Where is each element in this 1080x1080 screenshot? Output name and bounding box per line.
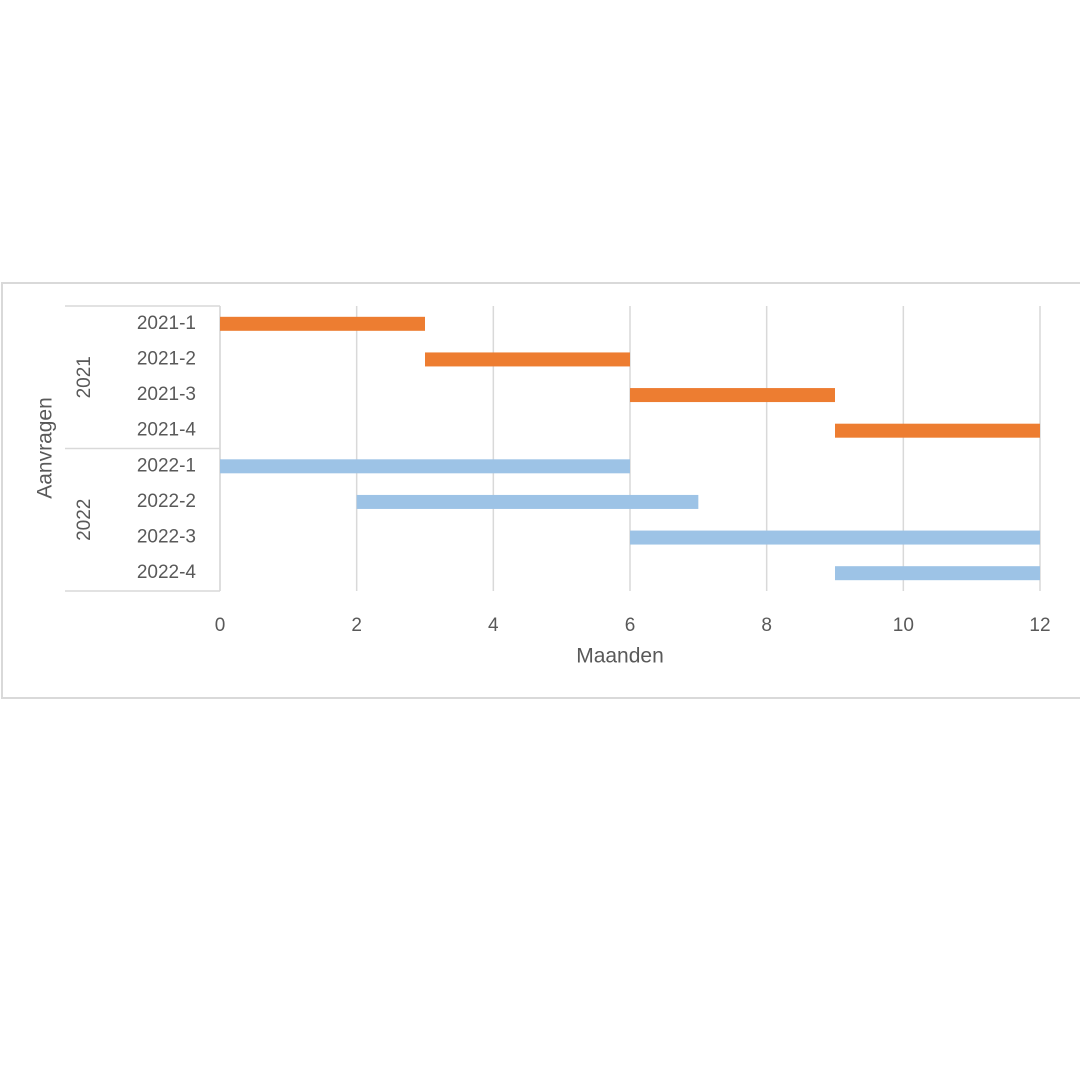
y-tick-label: 2021-2 xyxy=(137,348,196,369)
y-tick-label: 2022-2 xyxy=(137,491,196,512)
bar xyxy=(356,494,699,509)
x-tick-label: 12 xyxy=(1029,615,1050,636)
y-axis-title: Aanvragen xyxy=(34,397,57,499)
y-tick-label: 2021-1 xyxy=(137,313,196,334)
bar xyxy=(835,423,1040,438)
bar xyxy=(630,530,1040,545)
chart-frame xyxy=(1,282,1080,699)
x-tick-label: 10 xyxy=(893,615,914,636)
y-tick-label: 2021-4 xyxy=(137,420,197,441)
x-tick-label: 6 xyxy=(625,615,636,636)
group-label: 2022 xyxy=(74,499,95,541)
bar xyxy=(630,388,835,403)
bar xyxy=(425,352,630,367)
x-tick-label: 4 xyxy=(488,615,499,636)
x-tick-label: 8 xyxy=(761,615,772,636)
x-axis-title: Maanden xyxy=(576,645,664,668)
y-tick-label: 2022-1 xyxy=(137,455,196,476)
bar xyxy=(220,316,425,331)
bar xyxy=(220,459,630,474)
y-tick-label: 2022-3 xyxy=(137,527,196,548)
bar xyxy=(835,566,1040,581)
x-tick-label: 2 xyxy=(351,615,362,636)
group-label: 2021 xyxy=(74,356,95,398)
y-tick-label: 2021-3 xyxy=(137,384,196,405)
y-tick-label: 2022-4 xyxy=(137,562,197,583)
x-tick-label: 0 xyxy=(215,615,226,636)
